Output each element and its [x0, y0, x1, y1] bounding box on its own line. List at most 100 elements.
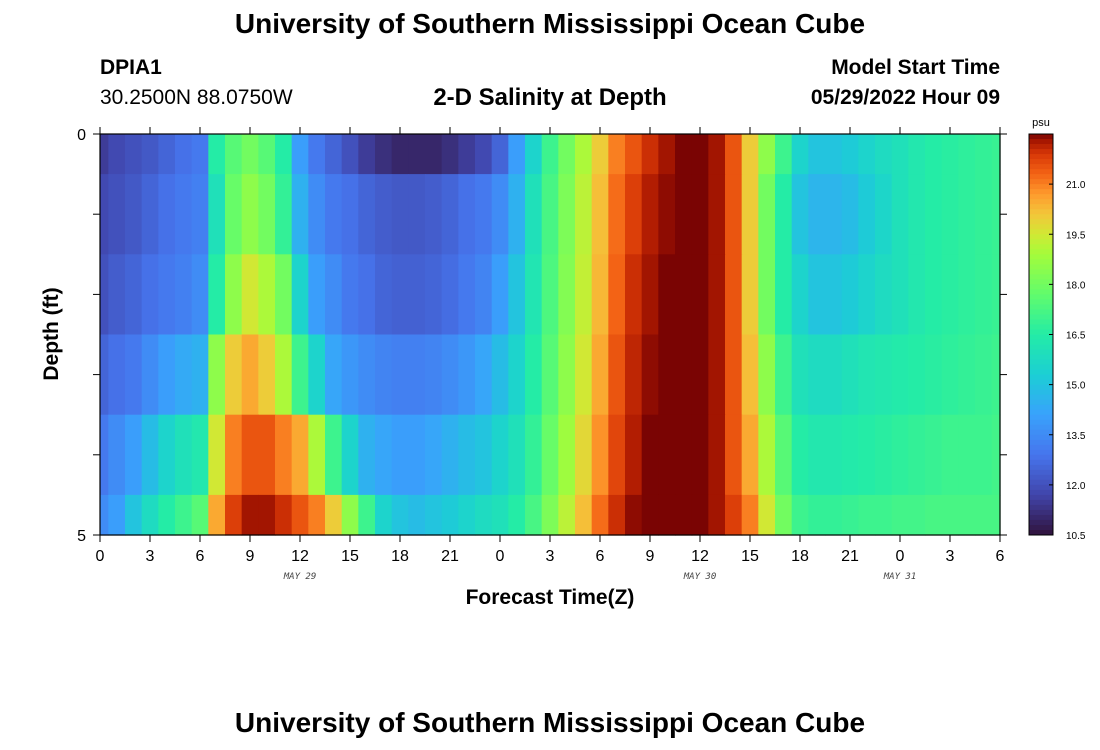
heatmap-cell	[891, 174, 909, 255]
colorbar-segment	[1029, 204, 1053, 210]
heatmap-cell	[325, 134, 343, 175]
colorbar-segment	[1029, 314, 1053, 320]
heatmap-cell	[908, 254, 926, 336]
colorbar-segment	[1029, 329, 1053, 335]
heatmap-cell	[125, 254, 143, 336]
heatmap-cell	[725, 334, 743, 416]
heatmap-cell	[475, 414, 493, 496]
heatmap-cell	[575, 174, 593, 255]
heatmap-cell	[791, 254, 809, 336]
heatmap-cell	[941, 174, 959, 255]
colorbar-segment	[1029, 389, 1053, 396]
heatmap-cell	[908, 334, 926, 416]
y-axis-ticks: 05	[77, 127, 1007, 545]
colorbar-segment	[1029, 469, 1053, 476]
heatmap-cell	[325, 414, 343, 496]
heatmap-cell	[808, 414, 826, 496]
colorbar-tick-label: 15.0	[1066, 381, 1086, 392]
heatmap-cell	[541, 414, 559, 496]
colorbar-segment	[1029, 359, 1053, 366]
colorbar-segment	[1029, 384, 1053, 391]
colorbar: 21.0 19.5 18.0 16.5 15.0 13.5 12.0 10.5	[1028, 133, 1086, 542]
heatmap-cell	[675, 134, 693, 175]
heatmap-cell	[558, 494, 576, 536]
heatmap-cell	[758, 134, 776, 175]
heatmap-cell	[958, 174, 976, 255]
colorbar-segment	[1029, 184, 1053, 190]
heatmap-cell	[775, 494, 793, 536]
heatmap-cell	[225, 414, 243, 496]
heatmap-cell	[275, 174, 293, 255]
heatmap-cells	[100, 134, 1001, 536]
heatmap-cell	[608, 134, 626, 175]
heatmap-cell	[975, 254, 993, 336]
colorbar-segment	[1029, 234, 1053, 240]
colorbar-tick-label: 16.5	[1066, 331, 1086, 342]
heatmap-cell	[875, 134, 893, 175]
colorbar-segment	[1029, 149, 1053, 155]
colorbar-segment	[1029, 279, 1053, 285]
colorbar-segment	[1029, 409, 1053, 416]
heatmap-cell	[425, 414, 443, 496]
heatmap-cell	[541, 254, 559, 336]
heatmap-cell	[191, 414, 209, 496]
colorbar-segment	[1029, 274, 1053, 280]
colorbar-segment	[1029, 334, 1053, 341]
colorbar-tick-label: 21.0	[1066, 180, 1086, 191]
colorbar-tick-label: 19.5	[1066, 230, 1086, 241]
colorbar-segment	[1029, 369, 1053, 376]
heatmap-cell	[375, 174, 393, 255]
heatmap-cell	[191, 174, 209, 255]
heatmap-cell	[541, 494, 559, 536]
heatmap-cell	[208, 414, 226, 496]
heatmap-cell	[375, 254, 393, 336]
colorbar-segment	[1029, 164, 1053, 170]
x-tick-label: 0	[496, 548, 505, 565]
colorbar-segment	[1029, 434, 1053, 441]
heatmap-cell	[275, 134, 293, 175]
heatmap-cell	[841, 134, 859, 175]
heatmap-cell	[425, 334, 443, 416]
heatmap-cell	[725, 134, 743, 175]
heatmap-cell	[458, 414, 476, 496]
colorbar-segment	[1029, 354, 1053, 361]
colorbar-segment	[1029, 509, 1053, 516]
heatmap-cell	[525, 134, 543, 175]
colorbar-segment	[1029, 139, 1053, 145]
heatmap-cell	[775, 134, 793, 175]
heatmap-cell	[975, 134, 993, 175]
heatmap-cell	[758, 334, 776, 416]
heatmap-cell	[258, 254, 276, 336]
heatmap-cell	[858, 254, 876, 336]
colorbar-segment	[1029, 134, 1053, 140]
heatmap-cell	[908, 414, 926, 496]
heatmap-cell	[525, 494, 543, 536]
heatmap-cell	[391, 254, 409, 336]
colorbar-segment	[1029, 214, 1053, 220]
heatmap-cell	[875, 334, 893, 416]
heatmap-cell	[508, 494, 526, 536]
heatmap-cell	[241, 414, 259, 496]
heatmap-cell	[425, 254, 443, 336]
heatmap-cell	[675, 494, 693, 536]
colorbar-tick-label: 12.0	[1066, 481, 1086, 492]
heatmap-cell	[925, 134, 943, 175]
heatmap-cell	[658, 494, 676, 536]
heatmap-cell	[175, 334, 193, 416]
heatmap-cell	[841, 334, 859, 416]
x-tick-label: 12	[291, 548, 309, 565]
heatmap-cell	[641, 494, 659, 536]
heatmap-cell	[991, 134, 1001, 175]
heatmap-cell	[741, 174, 759, 255]
heatmap-cell	[308, 134, 326, 175]
x-tick-label: 6	[196, 548, 205, 565]
heatmap-cell	[208, 254, 226, 336]
heatmap-cell	[158, 334, 176, 416]
heatmap-cell	[591, 134, 609, 175]
colorbar-segment	[1029, 144, 1053, 150]
heatmap-cell	[108, 134, 126, 175]
heatmap-cell	[358, 174, 376, 255]
heatmap-cell	[191, 494, 209, 536]
heatmap-cell	[841, 254, 859, 336]
heatmap-cell	[558, 334, 576, 416]
